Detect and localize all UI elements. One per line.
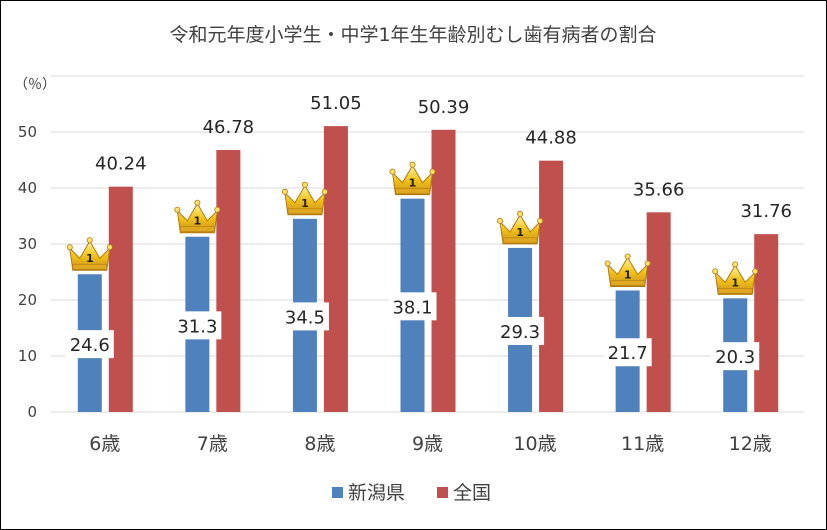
data-label-box bbox=[65, 330, 114, 359]
y-axis-unit-label: （％） bbox=[14, 77, 56, 93]
bar-national bbox=[754, 234, 779, 412]
data-label-niigata: 34.5 bbox=[285, 307, 325, 328]
crown-icon: 1 bbox=[174, 199, 221, 234]
data-label-national: 46.78 bbox=[203, 117, 255, 138]
x-axis-ticks: 6歳 7歳 8歳 9歳 10歳 11歳 12歳 bbox=[89, 433, 772, 455]
crown-badge-text: 1 bbox=[731, 276, 739, 289]
x-tick-label: 8歳 bbox=[304, 433, 335, 455]
data-label-national: 35.66 bbox=[633, 179, 685, 200]
legend-label: 全国 bbox=[453, 482, 491, 504]
bar-national bbox=[216, 150, 241, 413]
legend-swatch bbox=[332, 487, 343, 498]
gridlines bbox=[51, 75, 804, 413]
data-label-box bbox=[173, 311, 222, 340]
bar-national bbox=[646, 212, 671, 412]
data-label-national: 44.88 bbox=[525, 128, 577, 149]
data-label-niigata: 29.3 bbox=[500, 322, 540, 343]
data-label-niigata: 31.3 bbox=[177, 316, 217, 337]
y-tick-label: 30 bbox=[18, 235, 37, 253]
x-tick-label: 12歳 bbox=[729, 433, 772, 455]
crown-badge-text: 1 bbox=[624, 268, 632, 281]
crown-icon: 1 bbox=[389, 161, 436, 196]
data-label-national: 31.76 bbox=[740, 201, 792, 222]
crowns: 1 1 1 1 1 1 1 bbox=[66, 161, 759, 295]
x-tick-label: 6歳 bbox=[89, 433, 120, 455]
y-axis-ticks: 0 10 20 30 40 50 bbox=[18, 123, 37, 421]
crown-badge-text: 1 bbox=[516, 226, 524, 239]
data-label-niigata: 20.3 bbox=[715, 347, 755, 368]
data-labels: 24.6 40.24 31.3 46.78 34.5 51.05 38.1 50.39 29.3… bbox=[65, 93, 792, 371]
y-tick-label: 10 bbox=[18, 347, 37, 365]
bar-national bbox=[108, 186, 133, 412]
x-tick-label: 10歳 bbox=[513, 433, 556, 455]
data-label-box bbox=[711, 342, 760, 371]
data-label-box bbox=[603, 338, 652, 367]
chart-title: 令和元年度小学生・中学1年生年齢別むし歯有病者の割合 bbox=[169, 24, 656, 46]
crown-badge-text: 1 bbox=[409, 177, 417, 190]
y-tick-label: 50 bbox=[18, 123, 37, 141]
x-tick-label: 11歳 bbox=[621, 433, 664, 455]
crown-badge-text: 1 bbox=[86, 252, 94, 265]
crown-badge-text: 1 bbox=[194, 215, 202, 228]
bars bbox=[77, 126, 779, 413]
crown-icon: 1 bbox=[66, 237, 113, 271]
crown-icon: 1 bbox=[604, 253, 651, 287]
data-label-national: 50.39 bbox=[418, 97, 470, 118]
y-tick-label: 20 bbox=[18, 291, 37, 309]
crown-icon: 1 bbox=[281, 181, 328, 216]
data-label-national: 40.24 bbox=[95, 154, 147, 175]
crown-icon: 1 bbox=[497, 210, 544, 245]
bar-national bbox=[323, 126, 348, 413]
crown-icon: 1 bbox=[712, 261, 759, 295]
data-label-national: 51.05 bbox=[310, 93, 362, 114]
x-tick-label: 7歳 bbox=[197, 433, 228, 455]
bar-national bbox=[431, 129, 456, 413]
bar-national bbox=[539, 160, 564, 412]
y-tick-label: 0 bbox=[27, 403, 37, 421]
y-tick-label: 40 bbox=[18, 179, 37, 197]
legend: 新潟県 全国 bbox=[332, 482, 491, 504]
legend-label: 新潟県 bbox=[348, 482, 405, 504]
data-label-box bbox=[496, 316, 545, 345]
data-label-niigata: 21.7 bbox=[608, 343, 648, 364]
legend-swatch bbox=[437, 487, 448, 498]
crown-badge-text: 1 bbox=[301, 197, 309, 210]
x-tick-label: 9歳 bbox=[412, 433, 443, 455]
data-label-box bbox=[280, 302, 329, 331]
data-label-box bbox=[388, 292, 437, 321]
data-label-niigata: 24.6 bbox=[70, 335, 110, 356]
data-label-niigata: 38.1 bbox=[392, 297, 432, 318]
